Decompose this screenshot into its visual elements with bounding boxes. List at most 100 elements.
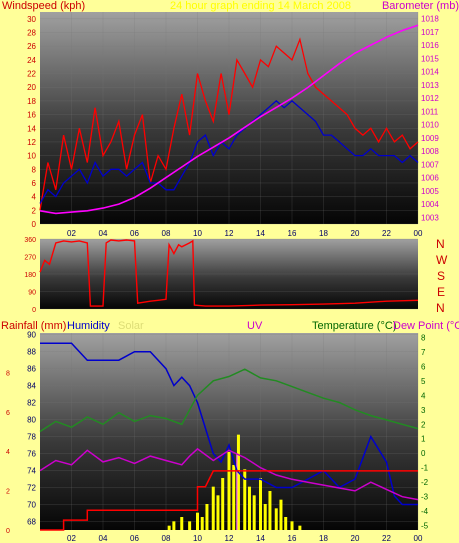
x-tick-label: 22 <box>382 229 391 238</box>
x-tick-label: 06 <box>130 534 139 543</box>
temp-y-tick: -2 <box>421 478 429 487</box>
x-tick-label: 00 <box>414 534 423 543</box>
solar-bar <box>236 434 240 530</box>
x-tick-label: 14 <box>256 229 265 238</box>
x-tick-label: 20 <box>351 229 360 238</box>
humidity-y-tick: 82 <box>27 399 36 408</box>
baro-y-tick: 1010 <box>421 121 439 130</box>
compass-w: W <box>436 253 448 267</box>
x-tick-label: 22 <box>382 534 391 543</box>
dir-y-tick: 90 <box>28 290 36 297</box>
humidity-y-tick: 90 <box>27 331 36 340</box>
solar-bar <box>172 521 176 530</box>
solar-bar <box>180 516 184 530</box>
compass-s: S <box>437 269 446 283</box>
compass-e: E <box>437 285 446 299</box>
wind-y-tick: 8 <box>32 165 37 174</box>
humidity-y-tick: 84 <box>27 382 36 391</box>
humidity-y-tick: 80 <box>27 416 36 425</box>
solar-bar <box>290 521 294 530</box>
wind-y-tick: 16 <box>27 111 36 120</box>
temp-y-tick: 5 <box>421 377 426 386</box>
x-tick-label: 18 <box>319 534 328 543</box>
solar-bar <box>279 499 283 530</box>
baro-y-tick: 1003 <box>421 213 439 222</box>
baro-y-tick: 1014 <box>421 68 439 77</box>
wind-y-tick: 28 <box>27 29 36 38</box>
solar-bar <box>247 486 251 530</box>
baro-y-tick: 1006 <box>421 174 439 183</box>
humidity-y-tick: 72 <box>27 484 36 493</box>
uv-legend: UV <box>247 320 263 332</box>
rain-y-tick: 6 <box>6 410 10 417</box>
x-tick-label: 12 <box>225 534 234 543</box>
temp-y-tick: 2 <box>421 420 426 429</box>
barometer-axis-title: Barometer (mb) <box>381 0 459 12</box>
temp-y-tick: -4 <box>421 507 429 516</box>
wind-y-tick: 12 <box>27 138 36 147</box>
x-tick-label: 08 <box>162 534 171 543</box>
solar-bar <box>227 451 231 530</box>
x-tick-label: 10 <box>193 534 202 543</box>
temp-y-tick: -1 <box>421 464 429 473</box>
series-humidity <box>40 342 418 506</box>
series-wind_red <box>39 37 419 211</box>
humidity-y-tick: 76 <box>27 450 36 459</box>
humidity-y-tick: 86 <box>27 365 36 374</box>
humidity-y-tick: 70 <box>27 501 36 510</box>
x-tick-label: 06 <box>130 229 139 238</box>
temp-y-tick: -3 <box>421 493 429 502</box>
solar-bar <box>268 490 272 530</box>
solar-bar <box>252 495 256 530</box>
rain-y-tick: 2 <box>6 489 10 496</box>
solar-bar <box>232 464 236 530</box>
wind-y-tick: 20 <box>27 83 36 92</box>
solar-bar <box>259 477 262 530</box>
compass-n-bottom: N <box>436 301 445 315</box>
series-direction <box>39 239 419 307</box>
baro-y-tick: 1005 <box>421 187 439 196</box>
series-dewpoint <box>39 447 419 501</box>
solar-bar <box>274 508 278 530</box>
temp-y-tick: 7 <box>421 348 426 357</box>
wind-y-tick: 0 <box>32 220 37 229</box>
temp-y-tick: 3 <box>421 406 426 415</box>
solar-bar <box>298 525 302 530</box>
x-tick-label: 04 <box>99 229 108 238</box>
temperature-legend: Temperature (°C) <box>312 320 397 332</box>
baro-y-tick: 1018 <box>421 15 439 24</box>
baro-y-tick: 1011 <box>421 107 439 116</box>
temp-y-tick: 8 <box>421 333 426 342</box>
wind-y-tick: 10 <box>27 152 36 161</box>
wind-y-tick: 14 <box>27 124 36 133</box>
humidity-y-tick: 88 <box>27 348 36 357</box>
solar-bar <box>221 477 225 530</box>
wind-y-tick: 18 <box>27 97 36 106</box>
series-wind_blue <box>39 100 419 204</box>
x-tick-label: 00 <box>414 229 423 238</box>
baro-y-tick: 1004 <box>421 200 439 209</box>
rain-y-tick: 4 <box>6 449 10 456</box>
rain-y-tick: 8 <box>6 370 10 377</box>
rainfall-legend: Rainfall (mm) <box>1 320 67 332</box>
wind-y-tick: 26 <box>27 42 36 51</box>
solar-bar <box>263 503 267 530</box>
compass-n-top: N <box>436 237 445 251</box>
baro-y-tick: 1015 <box>421 54 439 63</box>
x-tick-label: 02 <box>67 534 76 543</box>
temp-y-tick: 1 <box>421 435 426 444</box>
solar-bar <box>167 525 171 530</box>
dir-y-tick: 180 <box>24 272 36 279</box>
x-tick-label: 12 <box>225 229 234 238</box>
x-tick-label: 16 <box>288 534 297 543</box>
temp-y-tick: -5 <box>421 522 429 531</box>
wind-y-tick: 4 <box>32 193 37 202</box>
temp-y-tick: 0 <box>421 449 426 458</box>
x-tick-label: 20 <box>351 534 360 543</box>
temp-y-tick: 4 <box>421 391 426 400</box>
baro-y-tick: 1016 <box>421 41 439 50</box>
baro-y-tick: 1013 <box>421 81 439 90</box>
wind-y-tick: 22 <box>27 70 36 79</box>
